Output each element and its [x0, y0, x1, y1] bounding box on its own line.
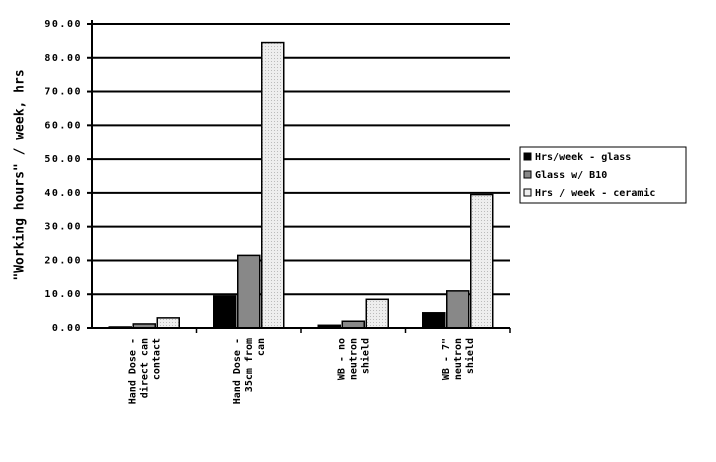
legend-label: Glass w/ B10 — [535, 170, 607, 181]
y-tick-label: 80.00 — [44, 53, 82, 64]
y-tick-label: 30.00 — [44, 222, 82, 233]
legend-swatch — [523, 188, 532, 197]
x-tick-label: Hand Dose - — [127, 338, 138, 404]
legend-label: Hrs / week - ceramic — [535, 187, 655, 199]
x-tick-label: neutron — [348, 338, 359, 380]
legend-swatch — [523, 152, 532, 161]
y-tick-label: 60.00 — [44, 120, 82, 131]
bar — [261, 41, 285, 329]
bar — [156, 317, 180, 329]
x-tick-label: shield — [464, 338, 476, 374]
y-tick-label: 0.00 — [52, 323, 82, 334]
legend-label: Hrs/week - glass — [535, 152, 631, 163]
x-tick-label: Hand Dose - — [232, 338, 243, 404]
x-tick-label: WB - no — [336, 338, 347, 380]
x-tick-label: neutron — [453, 338, 464, 380]
bar — [237, 254, 261, 329]
y-tick-label: 50.00 — [44, 154, 82, 165]
x-tick-label: direct can — [138, 338, 150, 398]
legend-box — [519, 146, 687, 204]
x-tick-label: shield — [359, 338, 371, 374]
bar — [470, 193, 494, 329]
legend-swatch — [523, 170, 532, 179]
x-tick-label: 35cm from — [244, 338, 255, 392]
bar — [446, 290, 470, 329]
y-tick-label: 20.00 — [44, 255, 82, 266]
x-tick-label: contact — [151, 338, 162, 380]
x-tick-label: WB - 7" — [441, 338, 452, 380]
y-tick-label: 10.00 — [44, 289, 82, 300]
y-tick-label: 90.00 — [44, 19, 82, 30]
bar — [422, 312, 446, 329]
bar — [213, 295, 237, 329]
y-tick-label: 70.00 — [44, 87, 82, 98]
bar — [341, 320, 365, 329]
y-tick-label: 40.00 — [44, 188, 82, 199]
y-axis-label: "Working hours" / week, hrs — [13, 69, 28, 280]
bar — [365, 298, 389, 329]
x-tick-label: can — [256, 338, 267, 356]
